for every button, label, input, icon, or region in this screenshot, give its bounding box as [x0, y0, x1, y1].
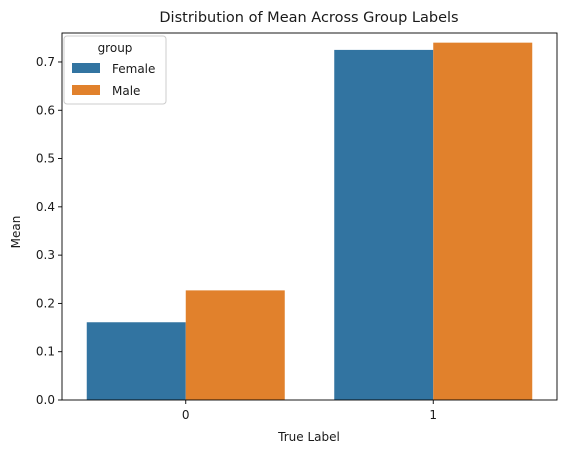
plot-frame — [61, 32, 558, 401]
bar-male-1 — [433, 42, 533, 400]
plot-area — [61, 32, 558, 401]
legend-swatch-female — [72, 63, 100, 73]
y-tick-label: 0.4 — [36, 200, 55, 214]
y-axis-label: Mean — [9, 216, 23, 249]
y-axis: 0.0 0.1 0.2 0.3 0.4 0.5 0.6 0.7 — [36, 55, 62, 407]
bar-female-1 — [334, 49, 434, 401]
legend: group Female Male — [63, 35, 167, 105]
bar-male-0 — [185, 290, 285, 400]
y-tick-label: 0.2 — [36, 296, 55, 310]
y-tick-label: 0.0 — [36, 393, 55, 407]
y-tick-label: 0.3 — [36, 248, 55, 262]
legend-label-male: Male — [112, 84, 140, 98]
x-tick-label: 1 — [429, 408, 437, 422]
legend-swatch-male — [72, 85, 100, 95]
x-tick-label: 0 — [182, 408, 190, 422]
y-tick-label: 0.5 — [36, 152, 55, 166]
x-axis-label: True Label — [277, 430, 340, 444]
y-tick-label: 0.6 — [36, 103, 55, 117]
legend-title: group — [98, 41, 133, 55]
chart-title: Distribution of Mean Across Group Labels — [159, 10, 458, 26]
y-tick-label: 0.7 — [36, 55, 55, 69]
legend-label-female: Female — [112, 62, 155, 76]
y-tick-label: 0.1 — [36, 345, 55, 359]
bar-female-0 — [86, 322, 186, 400]
